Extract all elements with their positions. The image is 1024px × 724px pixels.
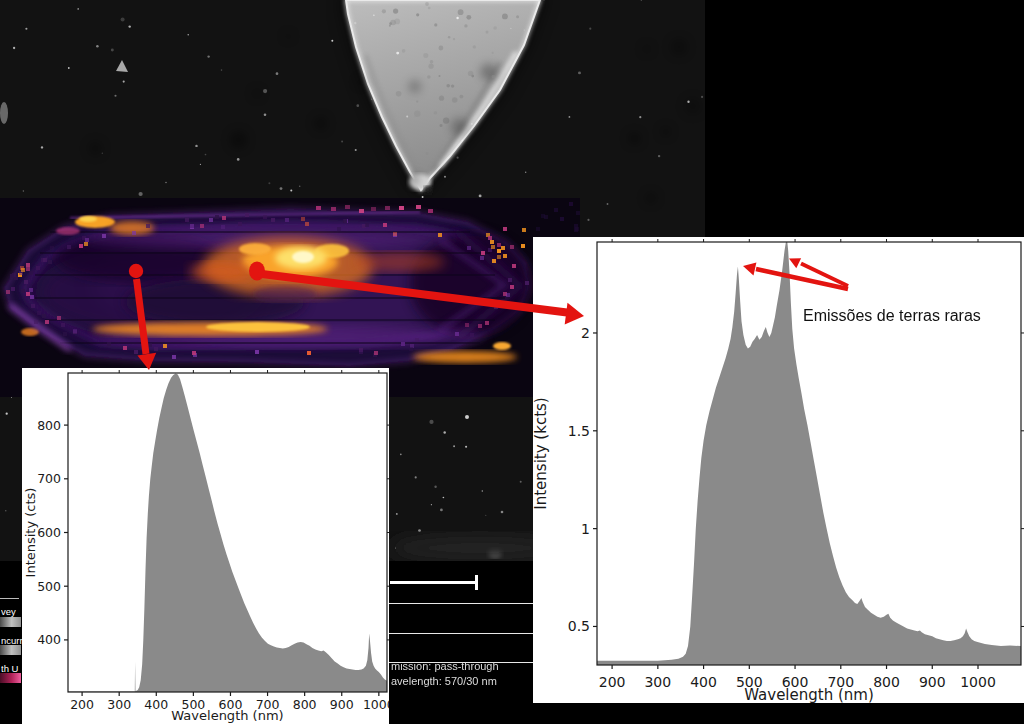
y-axis-label: Intensity (cts) [23,488,38,578]
y-tick-label: 600 [37,525,61,540]
y-tick-label: 700 [37,471,61,486]
wavelength-info-text: avelength: 570/30 nm [391,675,497,687]
x-tick-label: 800 [873,674,900,690]
x-tick-label: 1000 [960,674,996,690]
x-tick-label: 400 [144,697,168,712]
info-panel: mission: pass-through avelength: 570/30 … [389,561,535,724]
spectrum-area [597,242,1021,665]
x-tick-label: 800 [293,697,317,712]
x-axis-label: Wavelength (nm) [744,686,874,703]
y-tick-label: 500 [37,579,61,594]
sem-grain [346,0,540,194]
spectra-list-scraps: vey ncurr th U [0,561,22,724]
separator-line [389,603,535,604]
y-tick-label: 0.5 [568,618,590,634]
y-tick-label: 1.5 [568,423,590,439]
right-spectrum-panel: 20030040050060070080090010000.511.52Wave… [533,237,1024,703]
x-tick-label: 1000 [363,697,389,712]
x-axis-label: Wavelength (nm) [171,708,283,723]
x-tick-label: 900 [919,674,946,690]
spectrum-thumbnail[interactable] [0,645,21,655]
slide-canvas: mission: pass-through avelength: 570/30 … [0,0,1024,724]
scale-bar [390,581,477,584]
y-tick-label: 1 [581,521,590,537]
y-tick-label: 800 [37,418,61,433]
right-spectrum-chart: 20030040050060070080090010000.511.52Wave… [533,237,1024,703]
separator-line [389,633,535,634]
x-tick-label: 200 [599,674,626,690]
y-tick-label: 2 [581,325,590,341]
x-tick-label: 200 [70,697,94,712]
list-item-label[interactable]: vey [1,606,22,617]
separator-line [0,598,19,599]
y-tick-label: 400 [37,632,61,647]
x-tick-label: 300 [107,697,131,712]
spectrum-thumbnail[interactable] [0,673,21,683]
x-tick-label: 900 [330,697,354,712]
x-tick-label: 400 [690,674,717,690]
left-spectrum-chart: 2003004005006007008009001000400500600700… [22,368,389,724]
left-spectrum-panel: 2003004005006007008009001000400500600700… [22,368,389,724]
spectrum-thumbnail[interactable] [0,617,21,627]
scale-bar-endcap [475,575,478,590]
emission-info-text: mission: pass-through [391,660,499,672]
y-axis-label: Intensity (kcts) [533,397,550,509]
spectrum-area [68,374,387,693]
x-tick-label: 300 [644,674,671,690]
